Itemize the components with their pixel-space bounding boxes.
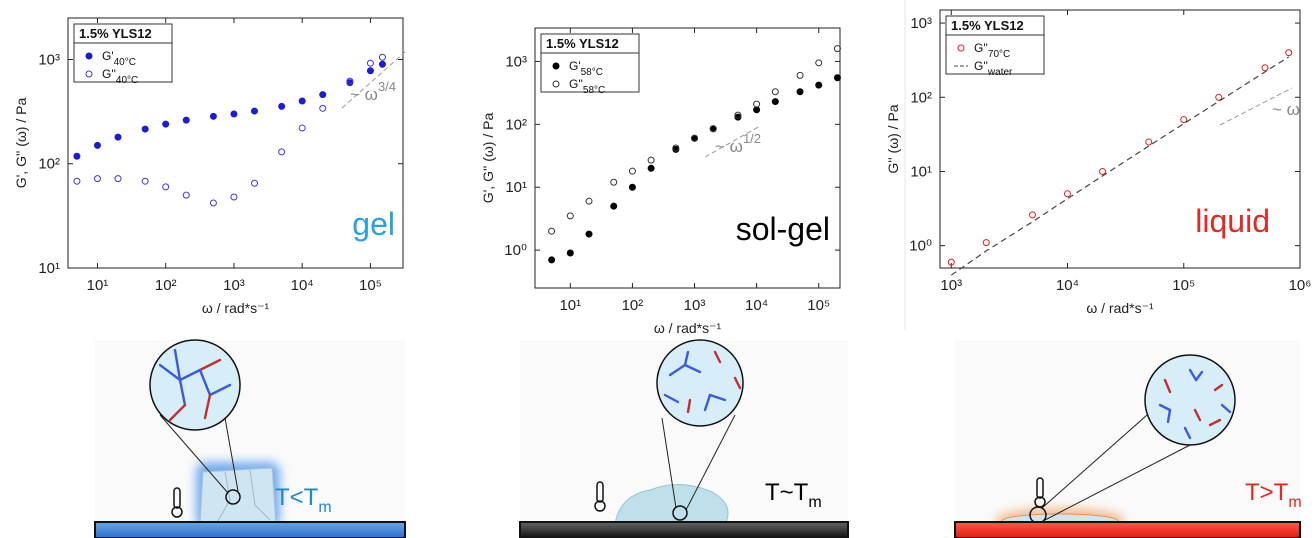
y-tick-label: 10³	[505, 53, 527, 70]
annotation: sol-gel	[736, 211, 830, 247]
temperature-subscript: m	[1288, 494, 1301, 511]
y-axis-label: G'' (ω) / Pa	[885, 104, 901, 173]
data-point	[586, 231, 592, 237]
legend-subscript: 70°C	[988, 49, 1010, 60]
legend-name: G''	[569, 77, 583, 91]
data-point	[163, 121, 169, 127]
illustration-gel	[95, 340, 405, 538]
data-point	[611, 203, 617, 209]
data-point	[754, 107, 760, 113]
y-axis-label: G', G'' (ω) / Pa	[480, 113, 496, 204]
data-point	[648, 165, 654, 171]
illustration-sol-gel	[520, 340, 848, 538]
x-tick-label: 10⁵	[807, 297, 830, 314]
annotation: gel	[352, 206, 395, 242]
y-tick-label: 10¹	[910, 163, 932, 180]
x-axis-label: ω / rad*s⁻¹	[1086, 300, 1154, 316]
slope-text: ~ ω	[350, 85, 378, 104]
legend-marker	[553, 63, 559, 69]
slope-text: ~ ω	[1272, 100, 1300, 119]
data-point	[142, 126, 148, 132]
y-tick-label: 10¹	[505, 179, 527, 196]
data-point	[115, 134, 121, 140]
slope-text: ~ ω	[715, 137, 743, 156]
x-tick-label: 10³	[940, 277, 962, 294]
legend-subscript: 58°C	[583, 85, 605, 96]
x-tick-label: 10⁵	[359, 277, 382, 294]
legend-name: G'	[102, 49, 114, 63]
x-tick-label: 10²	[622, 297, 644, 314]
x-axis-label: ω / rad*s⁻¹	[654, 320, 722, 336]
x-tick-label: 10⁵	[1172, 277, 1195, 294]
legend-subscript: 40°C	[116, 75, 138, 86]
legend-name: G'	[569, 59, 581, 73]
data-point	[367, 68, 373, 74]
slope-label: ~ ω	[1272, 100, 1300, 119]
annotation: liquid	[1195, 203, 1270, 239]
x-tick-label: 10⁶	[1289, 277, 1312, 294]
data-point	[210, 113, 216, 119]
x-tick-label: 10⁴	[1056, 277, 1079, 294]
data-point	[379, 61, 385, 67]
legend-name: G''	[102, 67, 116, 81]
data-point	[251, 108, 257, 114]
legend-title: 1.5% YLS12	[546, 36, 619, 51]
x-tick-label: 10³	[223, 277, 245, 294]
x-tick-label: 10²	[155, 277, 177, 294]
y-tick-label: 10²	[910, 89, 932, 106]
slope-exponent: 1/2	[743, 131, 761, 146]
data-point	[183, 117, 189, 123]
y-tick-label: 10²	[505, 116, 527, 133]
data-point	[279, 103, 285, 109]
data-point	[772, 99, 778, 105]
data-point	[94, 142, 100, 148]
y-tick-label: 10¹	[38, 260, 60, 277]
data-point	[834, 75, 840, 81]
x-tick-label: 10¹	[87, 277, 109, 294]
slope-exponent: 3/4	[378, 79, 396, 94]
chart: 10³ 10⁴ 10⁵ 10⁶ 10⁰ 10¹ 10² 10³ ω / rad*s⁻¹ G'' (…	[885, 10, 1311, 316]
legend-name: G''	[974, 41, 988, 55]
y-tick-label: 10³	[38, 51, 60, 68]
temperature-subscript: m	[318, 499, 331, 516]
temperature-text: T~T	[765, 479, 809, 506]
legend-subscript: 40°C	[114, 57, 136, 68]
temperature-text: T>T	[1245, 479, 1289, 506]
x-tick-label: 10¹	[559, 297, 581, 314]
data-point	[320, 92, 326, 98]
temperature-subscript: m	[808, 494, 821, 511]
y-tick-label: 10³	[910, 15, 932, 32]
data-point	[629, 184, 635, 190]
legend-subscript: 58°C	[581, 67, 603, 78]
data-point	[299, 98, 305, 104]
y-tick-label: 10⁰	[909, 238, 932, 255]
data-point	[549, 257, 555, 263]
legend-name: G''	[974, 59, 988, 73]
figure: 10¹ 10² 10³ 10⁴ 10⁵ 10¹ 10² 10³ ω / rad*s⁻¹ G', G…	[0, 0, 1316, 538]
legend-title: 1.5% YLS12	[951, 18, 1024, 33]
illustration-liquid	[955, 340, 1300, 538]
data-point	[567, 250, 573, 256]
data-point	[816, 82, 822, 88]
legend-title: 1.5% YLS12	[79, 26, 152, 41]
legend-subscript: water	[987, 67, 1013, 78]
x-tick-label: 10⁴	[291, 277, 314, 294]
chart: 10¹ 10² 10³ 10⁴ 10⁵ 10¹ 10² 10³ ω / rad*s⁻¹ G', G…	[13, 18, 405, 316]
legend-marker	[86, 53, 92, 59]
y-tick-label: 10²	[38, 156, 60, 173]
data-point	[74, 153, 80, 159]
data-point	[797, 89, 803, 95]
x-tick-label: 10³	[684, 297, 706, 314]
data-point	[231, 111, 237, 117]
x-tick-label: 10⁴	[745, 297, 768, 314]
chart: 10¹ 10² 10³ 10⁴ 10⁵ 10⁰ 10¹ 10² 10³ ω / rad*s⁻¹ G'…	[480, 28, 840, 336]
temperature-text: T<T	[275, 484, 319, 511]
x-axis-label: ω / rad*s⁻¹	[202, 300, 270, 316]
y-tick-label: 10⁰	[504, 242, 527, 259]
y-axis-label: G', G'' (ω) / Pa	[13, 98, 29, 189]
